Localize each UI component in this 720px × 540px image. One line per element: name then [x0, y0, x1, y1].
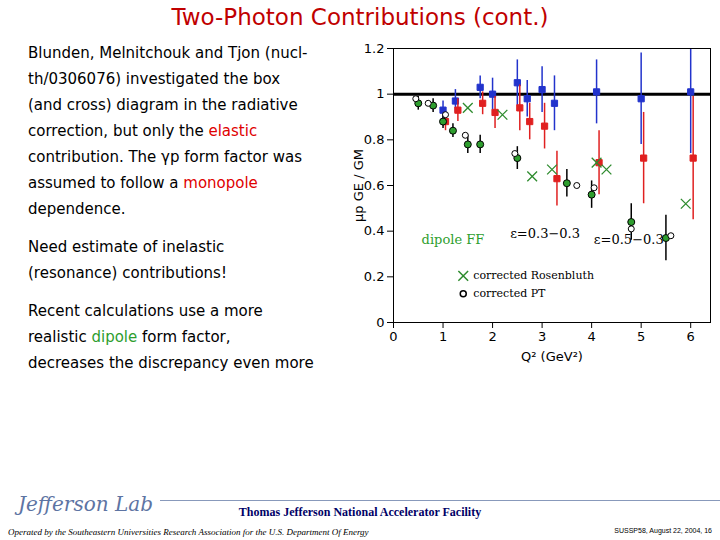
html-text:decreases the discrepancy even: decreases the discrepancy even more [28, 354, 314, 372]
html-text:Jefferson Lab: Jefferson Lab [18, 492, 153, 516]
html-text:contribution. The γp form fact: contribution. The γp form factor was [28, 148, 302, 166]
html-text:Need estimate of inelastic: Need estimate of inelastic [28, 238, 225, 256]
svg-text:3: 3 [538, 329, 546, 344]
html-text:(and cross) diagram in the rad: (and cross) diagram in the radiative [28, 96, 298, 114]
html-text:Operated by the Southeastern U: Operated by the Southeastern Universitie… [8, 527, 369, 537]
svg-text:1: 1 [376, 86, 384, 101]
svg-text:corrected Rosenbluth: corrected Rosenbluth [473, 269, 594, 282]
svg-text:4: 4 [587, 329, 595, 344]
html-text:(resonance) contributions!: (resonance) contributions! [28, 264, 227, 282]
html-text:dependence.: dependence. [28, 200, 126, 218]
svg-text:μp GE / GM: μp GE / GM [351, 149, 366, 222]
svg-text:0.4: 0.4 [364, 223, 385, 238]
svg-text:1.2: 1.2 [364, 41, 385, 56]
html-text:SUSSP58, August 22, 2004, 16: SUSSP58, August 22, 2004, 16 [614, 527, 712, 534]
svg-text:corrected PT: corrected PT [473, 287, 546, 300]
svg-text:2: 2 [488, 329, 496, 344]
html-text:Blunden, Melnitchouk and Tjon: Blunden, Melnitchouk and Tjon (nucl- [28, 44, 308, 62]
svg-text:0: 0 [389, 329, 397, 344]
svg-text:0.6: 0.6 [364, 178, 385, 193]
svg-text:Q² (GeV²): Q² (GeV²) [521, 349, 583, 364]
html-text:Two-Photon Contributions (cont: Two-Photon Contributions (cont.) [171, 4, 549, 30]
html-text:th/0306076) investigated the b: th/0306076) investigated the box [28, 70, 281, 88]
svg-text:1: 1 [439, 329, 447, 344]
svg-text:ε=0.5−0.3: ε=0.5−0.3 [594, 232, 664, 247]
html-text:Recent calculations use a more: Recent calculations use a more [28, 302, 263, 320]
svg-text:0.8: 0.8 [364, 132, 385, 147]
svg-text:dipole FF: dipole FF [422, 232, 485, 247]
svg-text:5: 5 [637, 329, 645, 344]
svg-text:6: 6 [687, 329, 695, 344]
html-text:correction, but only the elast: correction, but only the elastic [28, 122, 258, 140]
html-text:realistic dipole form factor,: realistic dipole form factor, [28, 328, 231, 346]
svg-text:ε=0.3−0.3: ε=0.3−0.3 [510, 226, 580, 241]
svg-text:0.2: 0.2 [364, 269, 385, 284]
html-text:Thomas Jefferson National Acce: Thomas Jefferson National Accelerator Fa… [238, 505, 482, 519]
html-text:assumed to follow a monopole: assumed to follow a monopole [28, 174, 258, 192]
svg-text:0: 0 [376, 315, 384, 330]
